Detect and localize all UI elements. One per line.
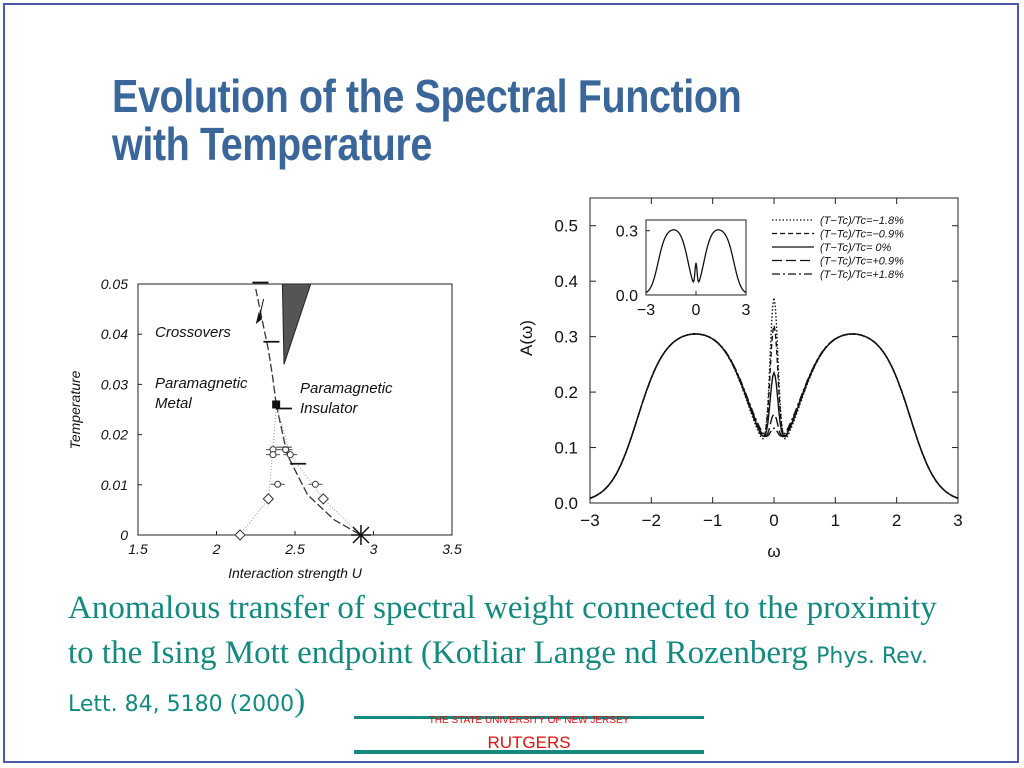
spectral-x-tick-label: 3: [953, 511, 962, 530]
metal-dotted-boundary: [239, 404, 277, 536]
spectral-x-tick-label: 2: [892, 511, 901, 530]
spectral-x-tick-label: −2: [642, 511, 661, 530]
circle-data-point: [311, 480, 319, 488]
rutgers-footer: THE STATE UNIVERSITY OF NEW JERSEY RUTGE…: [354, 713, 704, 755]
critical-point-marker: [272, 400, 281, 409]
inset-y-tick-label: 0.3: [616, 224, 638, 241]
slide-border: [3, 3, 1019, 763]
caption-main-text: Anomalous transfer of spectral weight co…: [68, 590, 937, 671]
coexistence-wedge: [281, 283, 312, 365]
footer-university-text: THE STATE UNIVERSITY OF NEW JERSEY: [428, 715, 630, 726]
spectral-y-tick-label: 0.1: [554, 439, 578, 458]
title-line-2: with Temperature: [112, 118, 432, 170]
inset-x-tick-label: 3: [742, 302, 751, 319]
diamond-data-point: [234, 529, 246, 541]
legend-entry: (T−Tc)/Tc=−1.8%: [820, 215, 904, 227]
phase-y-tick-label: 0.02: [101, 427, 128, 443]
inset-x-tick-label: −3: [637, 302, 655, 319]
spectral-x-tick-label: −1: [703, 511, 722, 530]
phase-x-tick-label: 2.5: [284, 541, 305, 557]
diamond-data-point: [262, 493, 275, 505]
spectral-series-line: [589, 333, 959, 499]
spectral-y-tick-label: 0.4: [554, 272, 578, 291]
legend-entry: (T−Tc)/Tc=+1.8%: [820, 269, 904, 281]
inset-plot-frame: [645, 219, 747, 296]
spectral-y-tick-label: 0.2: [554, 383, 578, 402]
phase-annotation-crossovers: Crossovers: [155, 324, 231, 341]
phase-x-tick-label: 3.5: [442, 541, 462, 557]
legend-entry: (T−Tc)/Tc= 0%: [820, 242, 892, 254]
slide-title: Evolution of the Spectral Function with …: [112, 72, 817, 168]
insulator-crossover-line: [275, 404, 362, 536]
inset-y-tick-label: 0.0: [616, 288, 638, 305]
phase-diagram-chart: Crossovers Paramagnetic Metal Paramagnet…: [67, 276, 462, 581]
circle-data-point: [286, 451, 294, 459]
footer-rutgers-text: RUTGERS: [487, 733, 571, 752]
phase-x-tick-label: 3: [370, 541, 378, 557]
spectral-series-line: [589, 333, 959, 499]
metal-crossover-line: [255, 288, 277, 405]
phase-y-tick-label: 0.05: [101, 276, 128, 292]
spectral-series-line: [589, 333, 959, 499]
spectral-x-tick-label: 1: [831, 511, 840, 530]
caption-close-paren: ): [294, 683, 306, 719]
phase-y-tick-label: 0.03: [101, 376, 128, 392]
phase-annotation-metal-2: Metal: [155, 395, 192, 412]
phase-y-tick-label: 0: [120, 527, 128, 543]
spectral-function-chart: ω A(ω) −3 −2 −1 0 1 2 3 0.0 0.1 0.2 0.3 0.4 0.5 (T−Tc…: [517, 197, 963, 561]
spectral-plot-frame: [589, 197, 959, 504]
inset-x-tick-label: 0: [692, 302, 701, 319]
spectral-x-axis-label: ω: [767, 542, 780, 561]
spectral-x-tick-label: 0: [769, 511, 778, 530]
crossover-arrowhead: [255, 311, 263, 325]
footer-top-rule: [354, 716, 704, 719]
phase-annotation-metal-1: Paramagnetic: [155, 375, 248, 392]
phase-x-tick-label: 1.5: [128, 541, 148, 557]
phase-y-tick-label: 0.04: [101, 326, 128, 342]
title-line-1: Evolution of the Spectral Function: [112, 70, 742, 122]
spectral-series-line: [589, 325, 959, 499]
phase-x-axis-label: Interaction strength U: [228, 565, 363, 581]
spectral-y-tick-label: 0.5: [554, 217, 578, 236]
insulator-dotted-boundary: [275, 404, 362, 536]
inset-series-line: [645, 229, 747, 294]
spectral-x-tick-label: −3: [580, 511, 599, 530]
legend-entry: (T−Tc)/Tc=+0.9%: [820, 256, 904, 268]
slide-caption: Anomalous transfer of spectral weight co…: [68, 586, 968, 727]
circle-data-point: [274, 480, 282, 488]
caption-citation: Phys. Rev. Lett. 84, 5180 (2000: [68, 644, 928, 717]
footer-bottom-rule: [354, 750, 704, 754]
phase-annotation-insulator-1: Paramagnetic: [300, 380, 393, 397]
phase-annotation-insulator-2: Insulator: [300, 400, 359, 417]
spectral-y-tick-label: 0.3: [554, 328, 578, 347]
phase-y-axis-label: Temperature: [67, 370, 83, 449]
legend-entry: (T−Tc)/Tc=−0.9%: [820, 229, 904, 241]
phase-y-tick-label: 0.01: [101, 477, 128, 493]
circle-data-point: [269, 451, 277, 459]
spectral-y-tick-label: 0.0: [554, 494, 578, 513]
phase-x-tick-label: 2: [212, 541, 221, 557]
spectral-y-axis-label: A(ω): [517, 320, 536, 356]
diamond-data-point: [317, 493, 329, 505]
